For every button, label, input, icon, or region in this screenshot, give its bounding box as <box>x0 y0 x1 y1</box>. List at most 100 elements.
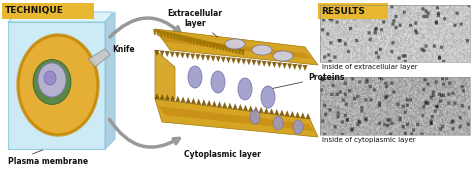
Polygon shape <box>181 96 185 102</box>
Polygon shape <box>206 55 210 61</box>
Text: Proteins: Proteins <box>273 73 345 88</box>
Polygon shape <box>248 105 253 111</box>
Text: Inside of extracellular layer: Inside of extracellular layer <box>322 64 418 70</box>
Text: Cytoplasmic layer: Cytoplasmic layer <box>183 150 260 159</box>
Polygon shape <box>254 106 258 112</box>
Polygon shape <box>228 46 232 52</box>
Polygon shape <box>195 39 199 45</box>
Ellipse shape <box>188 66 202 88</box>
Ellipse shape <box>38 63 66 97</box>
Polygon shape <box>301 112 305 118</box>
Polygon shape <box>215 43 219 49</box>
Polygon shape <box>228 103 232 109</box>
Polygon shape <box>180 53 185 59</box>
Polygon shape <box>164 51 170 57</box>
Polygon shape <box>173 33 176 39</box>
Polygon shape <box>282 63 287 69</box>
Polygon shape <box>169 33 173 39</box>
Ellipse shape <box>211 71 225 93</box>
Polygon shape <box>175 96 180 102</box>
Polygon shape <box>256 60 262 66</box>
Polygon shape <box>269 108 274 114</box>
Polygon shape <box>170 95 175 101</box>
Polygon shape <box>165 94 170 100</box>
Polygon shape <box>155 29 318 65</box>
Polygon shape <box>226 57 231 63</box>
Polygon shape <box>211 42 216 48</box>
Polygon shape <box>259 107 264 113</box>
Polygon shape <box>160 30 164 36</box>
Polygon shape <box>267 61 272 67</box>
Polygon shape <box>160 50 164 56</box>
Polygon shape <box>185 36 190 42</box>
Ellipse shape <box>293 120 303 134</box>
Polygon shape <box>176 34 180 40</box>
Polygon shape <box>231 58 236 64</box>
Polygon shape <box>160 94 164 100</box>
Polygon shape <box>155 50 159 56</box>
Polygon shape <box>217 101 222 107</box>
Text: Plasma membrane: Plasma membrane <box>8 157 88 166</box>
Polygon shape <box>246 59 251 65</box>
Polygon shape <box>277 62 282 68</box>
Ellipse shape <box>250 110 260 124</box>
Polygon shape <box>189 37 193 43</box>
Polygon shape <box>306 113 310 119</box>
Polygon shape <box>205 41 209 47</box>
Polygon shape <box>221 57 226 63</box>
Polygon shape <box>237 48 242 54</box>
Polygon shape <box>290 111 295 117</box>
Polygon shape <box>208 42 212 48</box>
Polygon shape <box>222 102 227 108</box>
Polygon shape <box>236 58 241 64</box>
Polygon shape <box>221 45 225 51</box>
Ellipse shape <box>44 71 56 85</box>
Text: RESULTS: RESULTS <box>321 7 365 16</box>
Polygon shape <box>252 60 256 66</box>
Polygon shape <box>241 59 246 65</box>
Polygon shape <box>186 97 191 103</box>
Text: Inside of cytoplasmic layer: Inside of cytoplasmic layer <box>322 137 416 143</box>
Polygon shape <box>297 64 302 70</box>
Polygon shape <box>241 49 245 55</box>
Polygon shape <box>210 56 216 62</box>
Polygon shape <box>212 101 217 107</box>
Polygon shape <box>280 110 284 116</box>
Polygon shape <box>158 106 314 131</box>
Polygon shape <box>233 103 237 109</box>
Polygon shape <box>201 55 205 61</box>
Polygon shape <box>262 61 267 67</box>
Polygon shape <box>238 104 243 110</box>
Ellipse shape <box>273 51 293 61</box>
Ellipse shape <box>225 39 245 49</box>
Polygon shape <box>218 44 222 50</box>
Text: Knife: Knife <box>112 44 135 53</box>
Polygon shape <box>274 109 279 115</box>
Polygon shape <box>191 98 196 104</box>
Polygon shape <box>175 52 180 58</box>
Polygon shape <box>8 22 105 149</box>
Polygon shape <box>8 12 113 22</box>
Polygon shape <box>155 93 159 99</box>
Polygon shape <box>234 48 238 54</box>
Polygon shape <box>264 107 269 113</box>
Polygon shape <box>179 35 183 41</box>
Polygon shape <box>243 105 248 111</box>
Polygon shape <box>105 12 115 149</box>
Polygon shape <box>225 45 228 51</box>
Polygon shape <box>153 29 157 35</box>
Polygon shape <box>285 110 290 116</box>
Ellipse shape <box>261 86 275 108</box>
Polygon shape <box>196 99 201 104</box>
FancyBboxPatch shape <box>318 3 388 19</box>
Ellipse shape <box>252 45 272 55</box>
Text: Extracellular
layer: Extracellular layer <box>167 9 222 37</box>
Polygon shape <box>156 30 160 36</box>
Polygon shape <box>170 52 175 58</box>
Ellipse shape <box>238 78 252 100</box>
Text: TECHNIQUE: TECHNIQUE <box>5 7 64 16</box>
Ellipse shape <box>18 35 98 135</box>
Polygon shape <box>192 38 196 44</box>
Polygon shape <box>207 100 211 106</box>
Polygon shape <box>190 54 195 60</box>
